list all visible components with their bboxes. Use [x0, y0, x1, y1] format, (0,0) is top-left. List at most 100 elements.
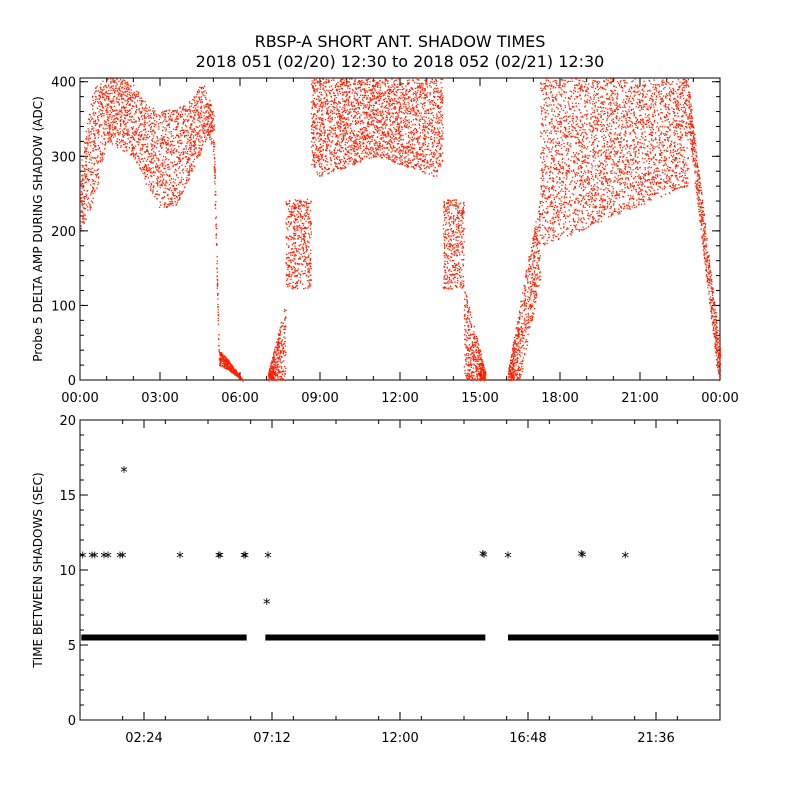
amplitude-point [398, 101, 400, 103]
amplitude-point [468, 365, 470, 367]
amplitude-point [159, 142, 161, 144]
amplitude-point [179, 162, 181, 164]
amplitude-point [116, 141, 119, 143]
amplitude-point [348, 155, 350, 157]
amplitude-point [87, 151, 89, 153]
amplitude-point [119, 120, 121, 123]
amplitude-point [85, 181, 87, 183]
amplitude-point [204, 136, 206, 139]
amplitude-point [441, 138, 443, 140]
amplitude-point [401, 159, 403, 161]
amplitude-point [101, 159, 103, 161]
amplitude-point [194, 142, 196, 145]
amplitude-point [138, 118, 141, 121]
amplitude-point [99, 157, 102, 159]
amplitude-point [220, 361, 222, 363]
amplitude-point [127, 132, 129, 134]
amplitude-point [299, 282, 301, 284]
amplitude-point [125, 88, 127, 90]
amplitude-point [87, 169, 89, 171]
amplitude-point [105, 97, 107, 99]
amplitude-point [103, 115, 105, 117]
amplitude-point [365, 94, 367, 97]
amplitude-point [191, 168, 193, 170]
amplitude-point [131, 153, 133, 155]
amplitude-point [145, 164, 147, 166]
amplitude-point [335, 83, 337, 85]
amplitude-point [446, 278, 448, 280]
amplitude-point [184, 182, 186, 185]
amplitude-point [432, 163, 434, 165]
amplitude-point [89, 122, 91, 125]
amplitude-point [109, 124, 111, 126]
amplitude-point [278, 371, 280, 373]
amplitude-point [209, 108, 211, 110]
amplitude-point [161, 197, 164, 199]
amplitude-point [100, 109, 102, 112]
amplitude-point [124, 123, 126, 126]
amplitude-point [454, 220, 456, 222]
amplitude-point [92, 95, 94, 97]
amplitude-point [448, 270, 450, 272]
amplitude-point [84, 167, 86, 170]
amplitude-point [143, 138, 145, 140]
amplitude-point [461, 235, 463, 238]
amplitude-point [428, 124, 430, 126]
amplitude-point [112, 90, 114, 92]
amplitude-point [363, 126, 365, 129]
amplitude-point [337, 137, 339, 139]
amplitude-point [426, 146, 429, 148]
amplitude-point [346, 153, 348, 156]
amplitude-point [210, 104, 213, 106]
amplitude-point [153, 141, 156, 143]
amplitude-point [436, 106, 438, 108]
amplitude-point [442, 224, 445, 226]
amplitude-point [156, 193, 158, 195]
amplitude-point [172, 114, 174, 116]
amplitude-point [378, 141, 380, 143]
amplitude-point [313, 115, 315, 117]
amplitude-point [203, 132, 205, 134]
amplitude-point [132, 131, 134, 134]
amplitude-point [465, 335, 468, 337]
amplitude-point [121, 94, 123, 96]
amplitude-point [95, 96, 97, 98]
amplitude-point [320, 138, 323, 141]
amplitude-point [372, 147, 374, 150]
amplitude-point [87, 206, 89, 208]
amplitude-point [206, 128, 208, 131]
amplitude-point [182, 121, 185, 123]
amplitude-point [194, 114, 196, 117]
amplitude-point [174, 136, 177, 139]
amplitude-point [145, 117, 147, 119]
amplitude-point [279, 352, 282, 355]
amplitude-point [334, 117, 336, 119]
amplitude-point [108, 129, 111, 131]
amplitude-point [125, 106, 127, 108]
amplitude-point [103, 98, 105, 100]
amplitude-point [148, 109, 150, 111]
amplitude-point [129, 94, 131, 97]
amplitude-point [152, 171, 155, 173]
amplitude-point [470, 361, 472, 363]
amplitude-point [128, 141, 131, 144]
amplitude-point [277, 375, 279, 377]
amplitude-point [84, 177, 87, 179]
y-tick-label: 100 [51, 299, 76, 314]
amplitude-point [306, 257, 308, 259]
amplitude-point [109, 87, 111, 89]
amplitude-point [354, 81, 356, 83]
amplitude-point [90, 159, 92, 161]
amplitude-point [118, 139, 120, 141]
amplitude-point [402, 103, 404, 105]
amplitude-point [313, 129, 315, 131]
amplitude-point [420, 147, 422, 149]
amplitude-point [282, 353, 284, 355]
amplitude-point [165, 114, 167, 116]
amplitude-point [388, 88, 390, 90]
amplitude-point [200, 149, 203, 151]
amplitude-point [180, 193, 183, 195]
amplitude-point [446, 212, 449, 214]
amplitude-point [401, 107, 403, 109]
amplitude-point [216, 244, 218, 246]
